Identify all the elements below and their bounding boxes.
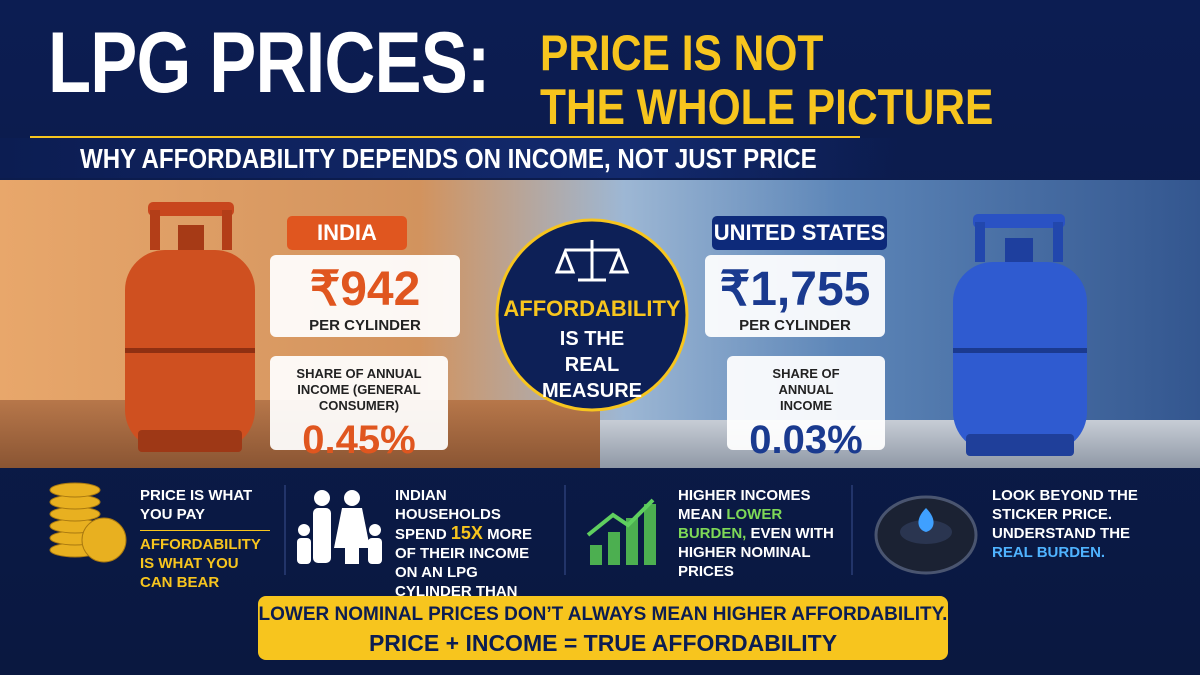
growth-icon xyxy=(586,498,656,565)
center-line1: AFFORDABILITY xyxy=(503,296,681,321)
point-highlight: 15X xyxy=(450,523,483,543)
point-1: PRICE IS WHAT YOU PAY AFFORDABILITY IS W… xyxy=(140,486,270,592)
point-text: LOOK BEYOND THE STICKER PRICE. UNDERSTAN… xyxy=(992,487,1138,542)
center-line2: IS THE REAL MEASURE xyxy=(541,328,642,402)
scales-icon xyxy=(554,240,630,282)
footer-line2: PRICE + INCOME = TRUE AFFORDABILITY xyxy=(368,630,838,656)
point-highlight: REAL BURDEN. xyxy=(992,544,1106,561)
center-badge xyxy=(495,218,689,412)
india-share: 0.45% xyxy=(302,418,416,462)
footer-line1: LOWER NOMINAL PRICES DON’T ALWAYS MEAN H… xyxy=(258,604,948,625)
us-share: 0.03% xyxy=(749,418,863,462)
india-share-label: SHARE OF ANNUAL INCOME (GENERAL CONSUMER… xyxy=(296,366,422,413)
point-text: INDIAN HOUSEHOLDS SPEND xyxy=(395,487,501,543)
india-label: INDIA xyxy=(287,216,407,250)
us-cylinder xyxy=(953,214,1087,456)
point-4: LOOK BEYOND THE STICKER PRICE. UNDERSTAN… xyxy=(992,486,1142,562)
point-text: EVEN WITH HIGHER NOMINAL PRICES xyxy=(678,525,834,580)
india-price-card: ₹942 PER CYLINDER xyxy=(270,255,460,337)
us-price-card: ₹1,755 PER CYLINDER xyxy=(705,255,885,337)
point-text: HIGHER INCOMES MEAN xyxy=(678,487,811,523)
illustrations xyxy=(125,202,1087,456)
point-icons xyxy=(49,482,978,575)
india-cylinder xyxy=(125,202,255,452)
pavement xyxy=(600,420,1200,468)
us-share-label: SHARE OF ANNUAL INCOME xyxy=(772,366,840,413)
subtitle-band xyxy=(0,138,900,178)
coins-icon xyxy=(49,482,127,563)
us-label: UNITED STATES xyxy=(712,216,887,250)
point-3: HIGHER INCOMES MEAN LOWER BURDEN, EVEN W… xyxy=(678,486,843,581)
india-price-unit: PER CYLINDER xyxy=(309,317,421,334)
footer-banner: LOWER NOMINAL PRICES DON’T ALWAYS MEAN H… xyxy=(258,596,948,660)
subtitle: WHY AFFORDABILITY DEPENDS ON INCOME, NOT… xyxy=(80,143,817,174)
india-share-card: SHARE OF ANNUAL INCOME (GENERAL CONSUMER… xyxy=(270,356,448,462)
us-price-unit: PER CYLINDER xyxy=(739,317,851,334)
title: LPG PRICES: xyxy=(48,15,490,111)
point-text: PRICE IS WHAT YOU PAY xyxy=(140,487,253,523)
divider xyxy=(30,136,860,138)
burner-icon xyxy=(874,495,978,575)
family-icon xyxy=(297,490,382,564)
point-highlight: AFFORDABILITY IS WHAT YOU CAN BEAR xyxy=(140,530,270,592)
point-highlight: LOWER BURDEN, xyxy=(678,506,783,542)
title-accent: THE WHOLE PICTURE xyxy=(540,79,994,135)
us-price: ₹1,755 xyxy=(719,263,871,316)
india-price: ₹942 xyxy=(309,263,421,316)
us-share-card: SHARE OF ANNUAL INCOME 0.03% xyxy=(727,356,885,462)
title-accent: PRICE IS NOT xyxy=(540,25,824,81)
